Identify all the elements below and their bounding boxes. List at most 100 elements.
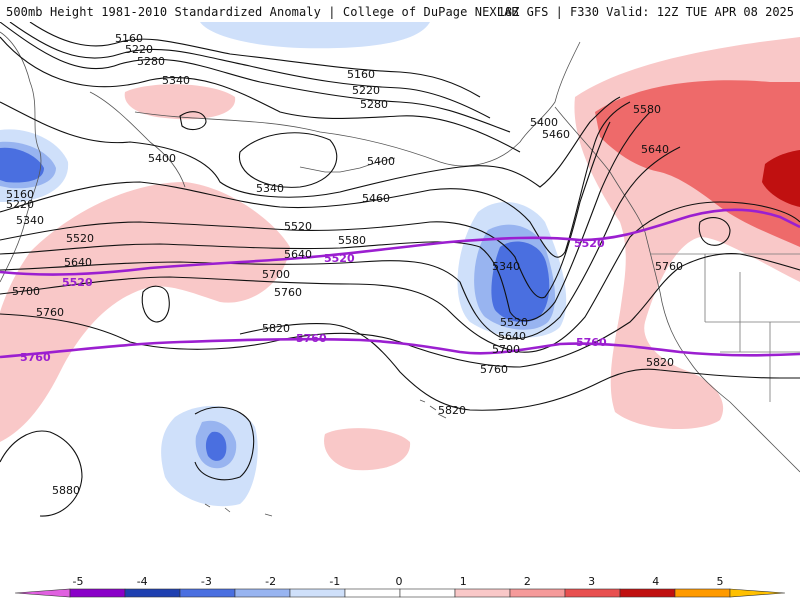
contour-label: 5820 [438, 404, 466, 417]
islands-west [204, 503, 273, 517]
colorbar-tick-label: 4 [652, 575, 659, 588]
contour-label: 5520 [284, 220, 312, 233]
contour-5760-small [698, 217, 731, 246]
pos-anomaly-strong-east [762, 150, 800, 207]
highlight-5760-line [0, 337, 800, 359]
colorbar-segment [564, 588, 621, 598]
contour-label: 5700 [492, 343, 520, 356]
contour-5160 [29, 22, 481, 98]
colorbar-tick-label: 0 [396, 575, 403, 588]
header: 500mb Height 1981-2010 Standardized Anom… [0, 0, 800, 22]
contour-5340-north [0, 36, 521, 153]
contour-5400 [0, 96, 621, 198]
contour-label: 5640 [64, 256, 92, 269]
contour-5820-south [194, 406, 255, 481]
neg-anomaly-strong-south [205, 431, 227, 461]
colorbar-segment [179, 588, 236, 598]
colorbar-segment [234, 588, 291, 598]
contour-5340-small [179, 111, 207, 131]
contour-label: 5160 [6, 188, 34, 201]
contour-label: 5220 [6, 198, 34, 211]
neg-anomaly-strong-center [491, 241, 550, 323]
colorbar-segment [509, 588, 566, 598]
height-contours [0, 22, 800, 517]
colorbar: -5 -4 -3 -2 -1 0 1 2 3 4 5 [14, 575, 786, 598]
contour-label: 5640 [498, 330, 526, 343]
colorbar-segment [289, 588, 346, 598]
contour-5640 [0, 146, 681, 340]
contour-label: 5820 [262, 322, 290, 335]
contour-label: 5400 [367, 155, 395, 168]
contour-label: 5820 [646, 356, 674, 369]
colorbar-segment [14, 588, 71, 598]
colorbar-segment [399, 588, 456, 598]
coast-asia [0, 31, 42, 283]
contour-label: 5760 [655, 260, 683, 273]
contour-label: 5640 [641, 143, 669, 156]
highlight-label: 5760 [576, 336, 607, 349]
contour-label: 5340 [256, 182, 284, 195]
colorbar-tick-label: 3 [588, 575, 595, 588]
contour-5880 [0, 430, 83, 517]
contour-label: 5760 [36, 306, 64, 319]
colorbar-segment [344, 588, 401, 598]
colorbar-segment [729, 588, 786, 598]
anomaly-map: 5160 5220 5280 5340 5160 5220 5280 5400 … [0, 22, 800, 517]
colorbar-segment [619, 588, 676, 598]
coast-hawaii [419, 399, 447, 419]
colorbar-tick-label: 5 [717, 575, 724, 588]
coast-kamchatka [89, 91, 186, 188]
contour-label: 5400 [530, 116, 558, 129]
contour-label: 5460 [362, 192, 390, 205]
contour-label: 5760 [480, 363, 508, 376]
contour-label: 5880 [52, 484, 80, 497]
coast-california [659, 291, 800, 473]
contour-label: 5700 [262, 268, 290, 281]
coast-bc [554, 106, 661, 293]
contour-5820 [239, 323, 800, 411]
pos-anomaly-light-south [324, 428, 411, 471]
map-title: 500mb Height 1981-2010 Standardized Anom… [6, 5, 519, 19]
highlight-contours [0, 208, 800, 359]
valid-time: 18Z GFS | F330 Valid: 12Z TUE APR 08 202… [497, 5, 794, 19]
colorbar-segment [454, 588, 511, 598]
highlight-label: 5520 [62, 276, 93, 289]
contour-5700 [0, 201, 800, 353]
contour-label: 5760 [274, 286, 302, 299]
contour-label: 5220 [125, 43, 153, 56]
contour-label: 5160 [347, 68, 375, 81]
colorbar-bar [14, 588, 786, 598]
contour-label: 5700 [12, 285, 40, 298]
contour-label: 5580 [633, 103, 661, 116]
neg-anomaly-strong-west [0, 147, 44, 183]
contour-5520 [0, 121, 611, 299]
colorbar-tick-label: -2 [265, 575, 276, 588]
colorbar-ticks: -5 -4 -3 -2 -1 0 1 2 3 4 5 [73, 575, 724, 588]
colorbar-tick-label: -5 [73, 575, 84, 588]
contour-label: 5520 [66, 232, 94, 245]
contour-5700-loop [141, 285, 170, 323]
colorbar-tick-label: 2 [524, 575, 531, 588]
contour-label-set: 5160 5220 5280 5340 5160 5220 5280 5400 … [6, 32, 683, 497]
coast-aleutians [299, 157, 396, 173]
highlight-label: 5520 [574, 237, 605, 250]
contour-label: 5280 [137, 55, 165, 68]
highlight-label: 5760 [20, 351, 51, 364]
contour-label: 5400 [148, 152, 176, 165]
colorbar-tick-label: -1 [329, 575, 340, 588]
highlight-5520-line [0, 208, 800, 276]
contour-label: 5340 [16, 214, 44, 227]
highlight-label: 5520 [324, 252, 355, 265]
contour-label: 5160 [115, 32, 143, 45]
colorbar-segment [124, 588, 181, 598]
colorbar-tick-label: -4 [137, 575, 148, 588]
contour-5760 [0, 253, 800, 368]
colorbar-segment [69, 588, 126, 598]
contour-label: 5220 [352, 84, 380, 97]
contour-label: 5460 [542, 128, 570, 141]
contour-5220 [9, 22, 491, 119]
contour-5580 [0, 111, 651, 322]
contour-label: 5520 [500, 316, 528, 329]
contour-label: 5340 [162, 74, 190, 87]
contour-5280 [0, 22, 511, 133]
